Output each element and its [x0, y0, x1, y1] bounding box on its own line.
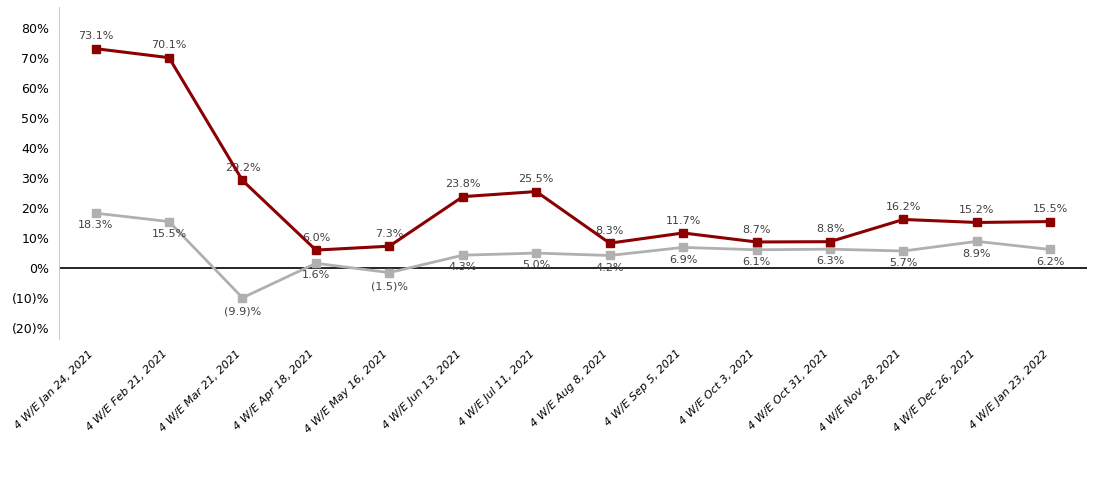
Text: (1.5)%: (1.5)% [371, 281, 408, 291]
E-Commerce [383, 243, 396, 249]
E-Commerce [163, 55, 176, 61]
Text: 29.2%: 29.2% [224, 163, 260, 173]
E-Commerce [529, 189, 543, 195]
E-Commerce [236, 177, 249, 183]
Text: 6.3%: 6.3% [816, 256, 845, 266]
Text: 25.5%: 25.5% [519, 174, 554, 184]
Total [970, 239, 984, 245]
Text: 8.9%: 8.9% [963, 249, 991, 258]
E-Commerce [1044, 219, 1057, 225]
Line: Total: Total [92, 209, 1055, 302]
Text: 6.0%: 6.0% [302, 233, 330, 243]
Total [383, 269, 396, 275]
Total [89, 210, 102, 216]
Text: 6.1%: 6.1% [743, 257, 770, 267]
Text: 16.2%: 16.2% [886, 202, 921, 212]
E-Commerce [310, 247, 323, 253]
Text: 4.3%: 4.3% [449, 262, 477, 272]
Total [603, 252, 616, 258]
Text: 7.3%: 7.3% [375, 229, 404, 239]
Text: (9.9)%: (9.9)% [224, 306, 261, 316]
E-Commerce [897, 217, 910, 223]
Text: 23.8%: 23.8% [445, 179, 480, 189]
Text: 15.5%: 15.5% [151, 229, 187, 239]
Text: 8.3%: 8.3% [595, 226, 624, 236]
Total [897, 248, 910, 254]
E-Commerce [456, 194, 469, 200]
Line: E-Commerce: E-Commerce [92, 44, 1055, 254]
Text: 70.1%: 70.1% [151, 40, 187, 50]
E-Commerce [824, 239, 837, 245]
Text: 15.5%: 15.5% [1033, 204, 1068, 214]
Text: 6.2%: 6.2% [1036, 256, 1064, 267]
E-Commerce [676, 230, 689, 236]
Text: 5.7%: 5.7% [889, 258, 918, 268]
Text: 4.2%: 4.2% [595, 263, 624, 273]
Text: 15.2%: 15.2% [959, 205, 994, 215]
Total [529, 250, 543, 256]
Total [824, 246, 837, 252]
Text: 18.3%: 18.3% [78, 221, 114, 231]
Total [456, 252, 469, 258]
Text: 11.7%: 11.7% [665, 216, 701, 226]
Total [236, 295, 249, 301]
E-Commerce [89, 46, 102, 52]
Total [1044, 247, 1057, 252]
Text: 1.6%: 1.6% [302, 270, 330, 280]
Total [676, 245, 689, 250]
Total [163, 219, 176, 225]
Text: 8.8%: 8.8% [816, 225, 845, 235]
Text: 5.0%: 5.0% [522, 260, 550, 270]
Text: 73.1%: 73.1% [78, 31, 114, 41]
Text: 8.7%: 8.7% [743, 225, 771, 235]
E-Commerce [750, 239, 764, 245]
Total [310, 260, 323, 266]
Total [750, 247, 764, 253]
E-Commerce [970, 220, 984, 226]
E-Commerce [603, 240, 616, 246]
Text: 6.9%: 6.9% [668, 254, 697, 264]
